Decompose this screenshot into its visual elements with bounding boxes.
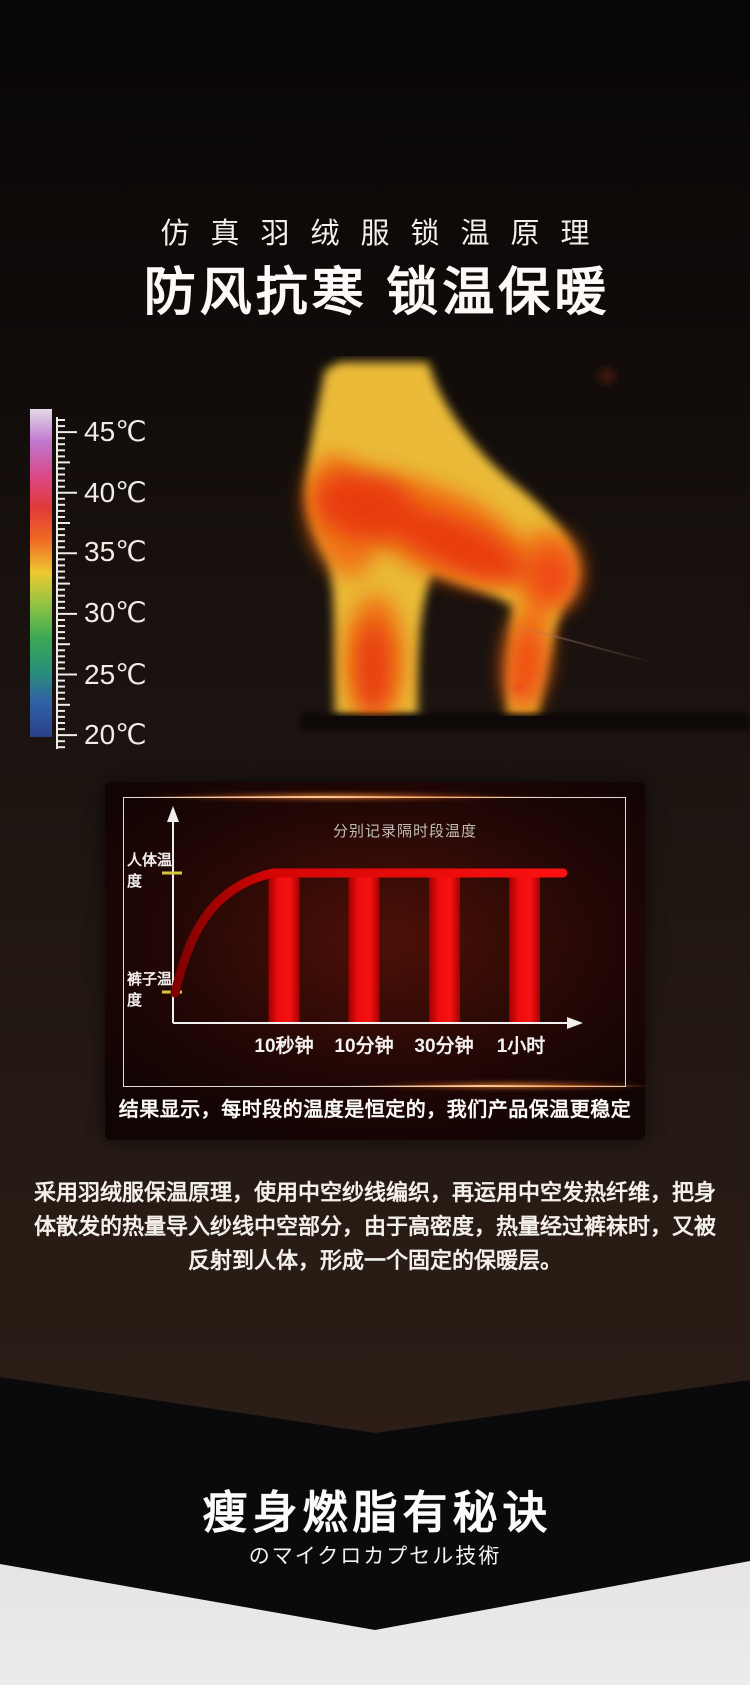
chart-title: 分别记录隔时段温度 — [332, 823, 477, 840]
section-subtitle: 仿真羽绒服锁温原理 — [160, 218, 611, 250]
scale-label-30: 30℃ — [84, 597, 147, 628]
y-axis-arrow — [167, 806, 179, 822]
chart-bars — [268, 872, 540, 1022]
footer-title: 瘦身燃脂有秘诀 — [202, 1487, 553, 1538]
glow-streak-top-core — [135, 796, 555, 798]
x-label-10s: 10秒钟 — [254, 1036, 314, 1057]
footer-subtitle: のマイクロカプセル技術 — [248, 1544, 502, 1568]
chart-bar-1小时 — [509, 872, 540, 1022]
x-label-10m: 10分钟 — [334, 1036, 394, 1057]
x-axis-arrow — [567, 1017, 583, 1029]
temperature-chart-panel: 分别记录隔时段温度 人体温度 裤子温度 10秒钟 10分钟 30分钟 1小时 结… — [105, 782, 655, 1140]
x-label-30m: 30分钟 — [414, 1036, 474, 1057]
y-axis-label-pants: 裤子温度 — [127, 971, 173, 1009]
temperature-ruler — [56, 417, 77, 749]
scale-label-35: 35℃ — [84, 536, 147, 567]
red-glow-spot-faint — [592, 364, 622, 388]
thermal-legs-image — [306, 362, 580, 716]
temperature-line-chart — [162, 806, 583, 1029]
temperature-gradient-bar — [30, 409, 52, 737]
description-paragraph: 采用羽绒服保温原理，使用中空纱线编织，再运用中空发热纤维，把身体散发的热量导入纱… — [33, 1180, 716, 1273]
scale-label-20: 20℃ — [84, 719, 147, 750]
scale-label-45: 45℃ — [84, 416, 147, 447]
chart-caption: 结果显示，每时段的温度是恒定的，我们产品保温更稳定 — [118, 1099, 632, 1121]
scale-label-40: 40℃ — [84, 477, 147, 508]
x-label-1h: 1小时 — [496, 1036, 546, 1057]
red-glow-spot — [510, 680, 526, 696]
temperature-curve — [170, 868, 568, 998]
photo-floor-edge — [300, 713, 750, 730]
chart-bar-10秒钟 — [268, 872, 300, 1022]
y-axis-label-body: 人体温度 — [127, 852, 173, 890]
glow-streak-bottom-core — [345, 1085, 655, 1087]
scale-label-25: 25℃ — [84, 659, 147, 690]
thermal-section: 45℃ 40℃ 35℃ 30℃ 25℃ 20℃ — [0, 350, 750, 750]
chart-bar-30分钟 — [429, 872, 460, 1022]
chart-bar-10分钟 — [348, 872, 380, 1022]
section-title: 防风抗寒 锁温保暖 — [143, 264, 611, 322]
